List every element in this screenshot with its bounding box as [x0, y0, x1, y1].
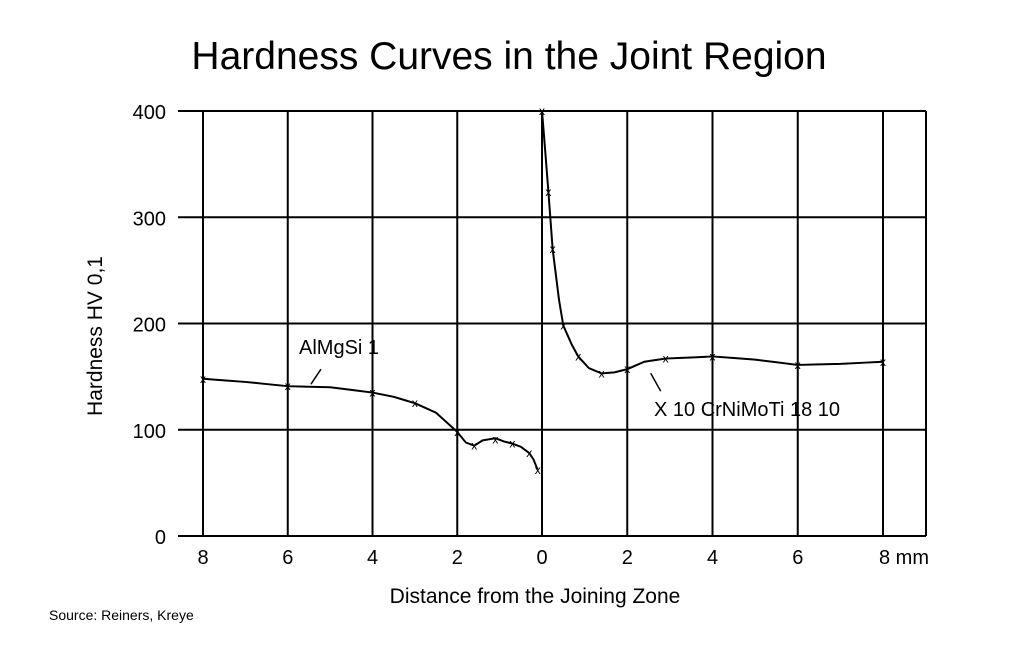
series-label-leader	[650, 372, 662, 392]
series-label-crnimoti: X 10 CrNiMoTi 18 10	[654, 399, 840, 421]
data-point-marker: x	[663, 352, 669, 366]
x-tick-label: 4	[707, 547, 718, 569]
x-tick-label: 2	[452, 547, 463, 569]
x-tick-label: 0	[536, 547, 547, 569]
y-tick-label: 300	[133, 208, 166, 230]
series-line-almgsi	[202, 377, 539, 471]
chart-title: Hardness Curves in the Joint Region	[191, 35, 826, 78]
x-tick-label: 6	[792, 547, 803, 569]
data-point-marker: x	[412, 396, 418, 410]
y-axis-ticks: 0 100 200 300 400	[133, 102, 166, 549]
source-note: Source: Reiners, Kreye	[49, 607, 194, 623]
data-point-marker: x	[795, 358, 801, 372]
y-tick-label: 400	[133, 102, 166, 124]
grid	[178, 110, 927, 537]
data-point-marker: x	[535, 463, 541, 477]
series-labels: AlMgSi 1 X 10 CrNiMoTi 18 10	[299, 337, 840, 421]
y-tick-label: 100	[133, 421, 166, 443]
x-axis-ticks: 8 6 4 2 0 2 4 6 8 mm	[197, 547, 929, 569]
x-tick-label: 4	[367, 547, 378, 569]
y-axis-label: Hardness HV 0,1	[84, 256, 107, 416]
data-point-marker: x	[599, 366, 605, 380]
data-point-marker: x	[492, 432, 498, 446]
x-axis-label: Distance from the Joining Zone	[390, 585, 681, 608]
data-point-marker: x	[560, 319, 566, 333]
data-point-marker: x	[471, 439, 477, 453]
series-label-almgsi: AlMgSi 1	[299, 337, 379, 359]
data-point-marker: x	[624, 362, 630, 376]
data-point-marker: x	[880, 355, 886, 369]
y-tick-label: 0	[155, 527, 166, 549]
x-tick-label: 6	[282, 547, 293, 569]
series-line-crnimoti	[541, 110, 884, 375]
data-point-marker: x	[509, 437, 515, 451]
data-point-marker: x	[710, 349, 716, 363]
data-point-marker: x	[370, 386, 376, 400]
data-point-marker: x	[545, 185, 551, 199]
x-tick-label: 2	[622, 547, 633, 569]
x-tick-label: 8 mm	[879, 547, 929, 569]
data-point-marker: x	[526, 446, 532, 460]
data-point-marker: x	[550, 242, 556, 256]
data-point-marker: x	[200, 372, 206, 386]
data-point-marker: x	[539, 104, 545, 118]
data-point-marker: x	[454, 425, 460, 439]
data-point-marker: x	[575, 349, 581, 363]
x-tick-label: 8	[197, 547, 208, 569]
series-label-leader	[310, 368, 322, 385]
y-tick-label: 200	[133, 315, 166, 337]
data-point-marker: x	[285, 379, 291, 393]
